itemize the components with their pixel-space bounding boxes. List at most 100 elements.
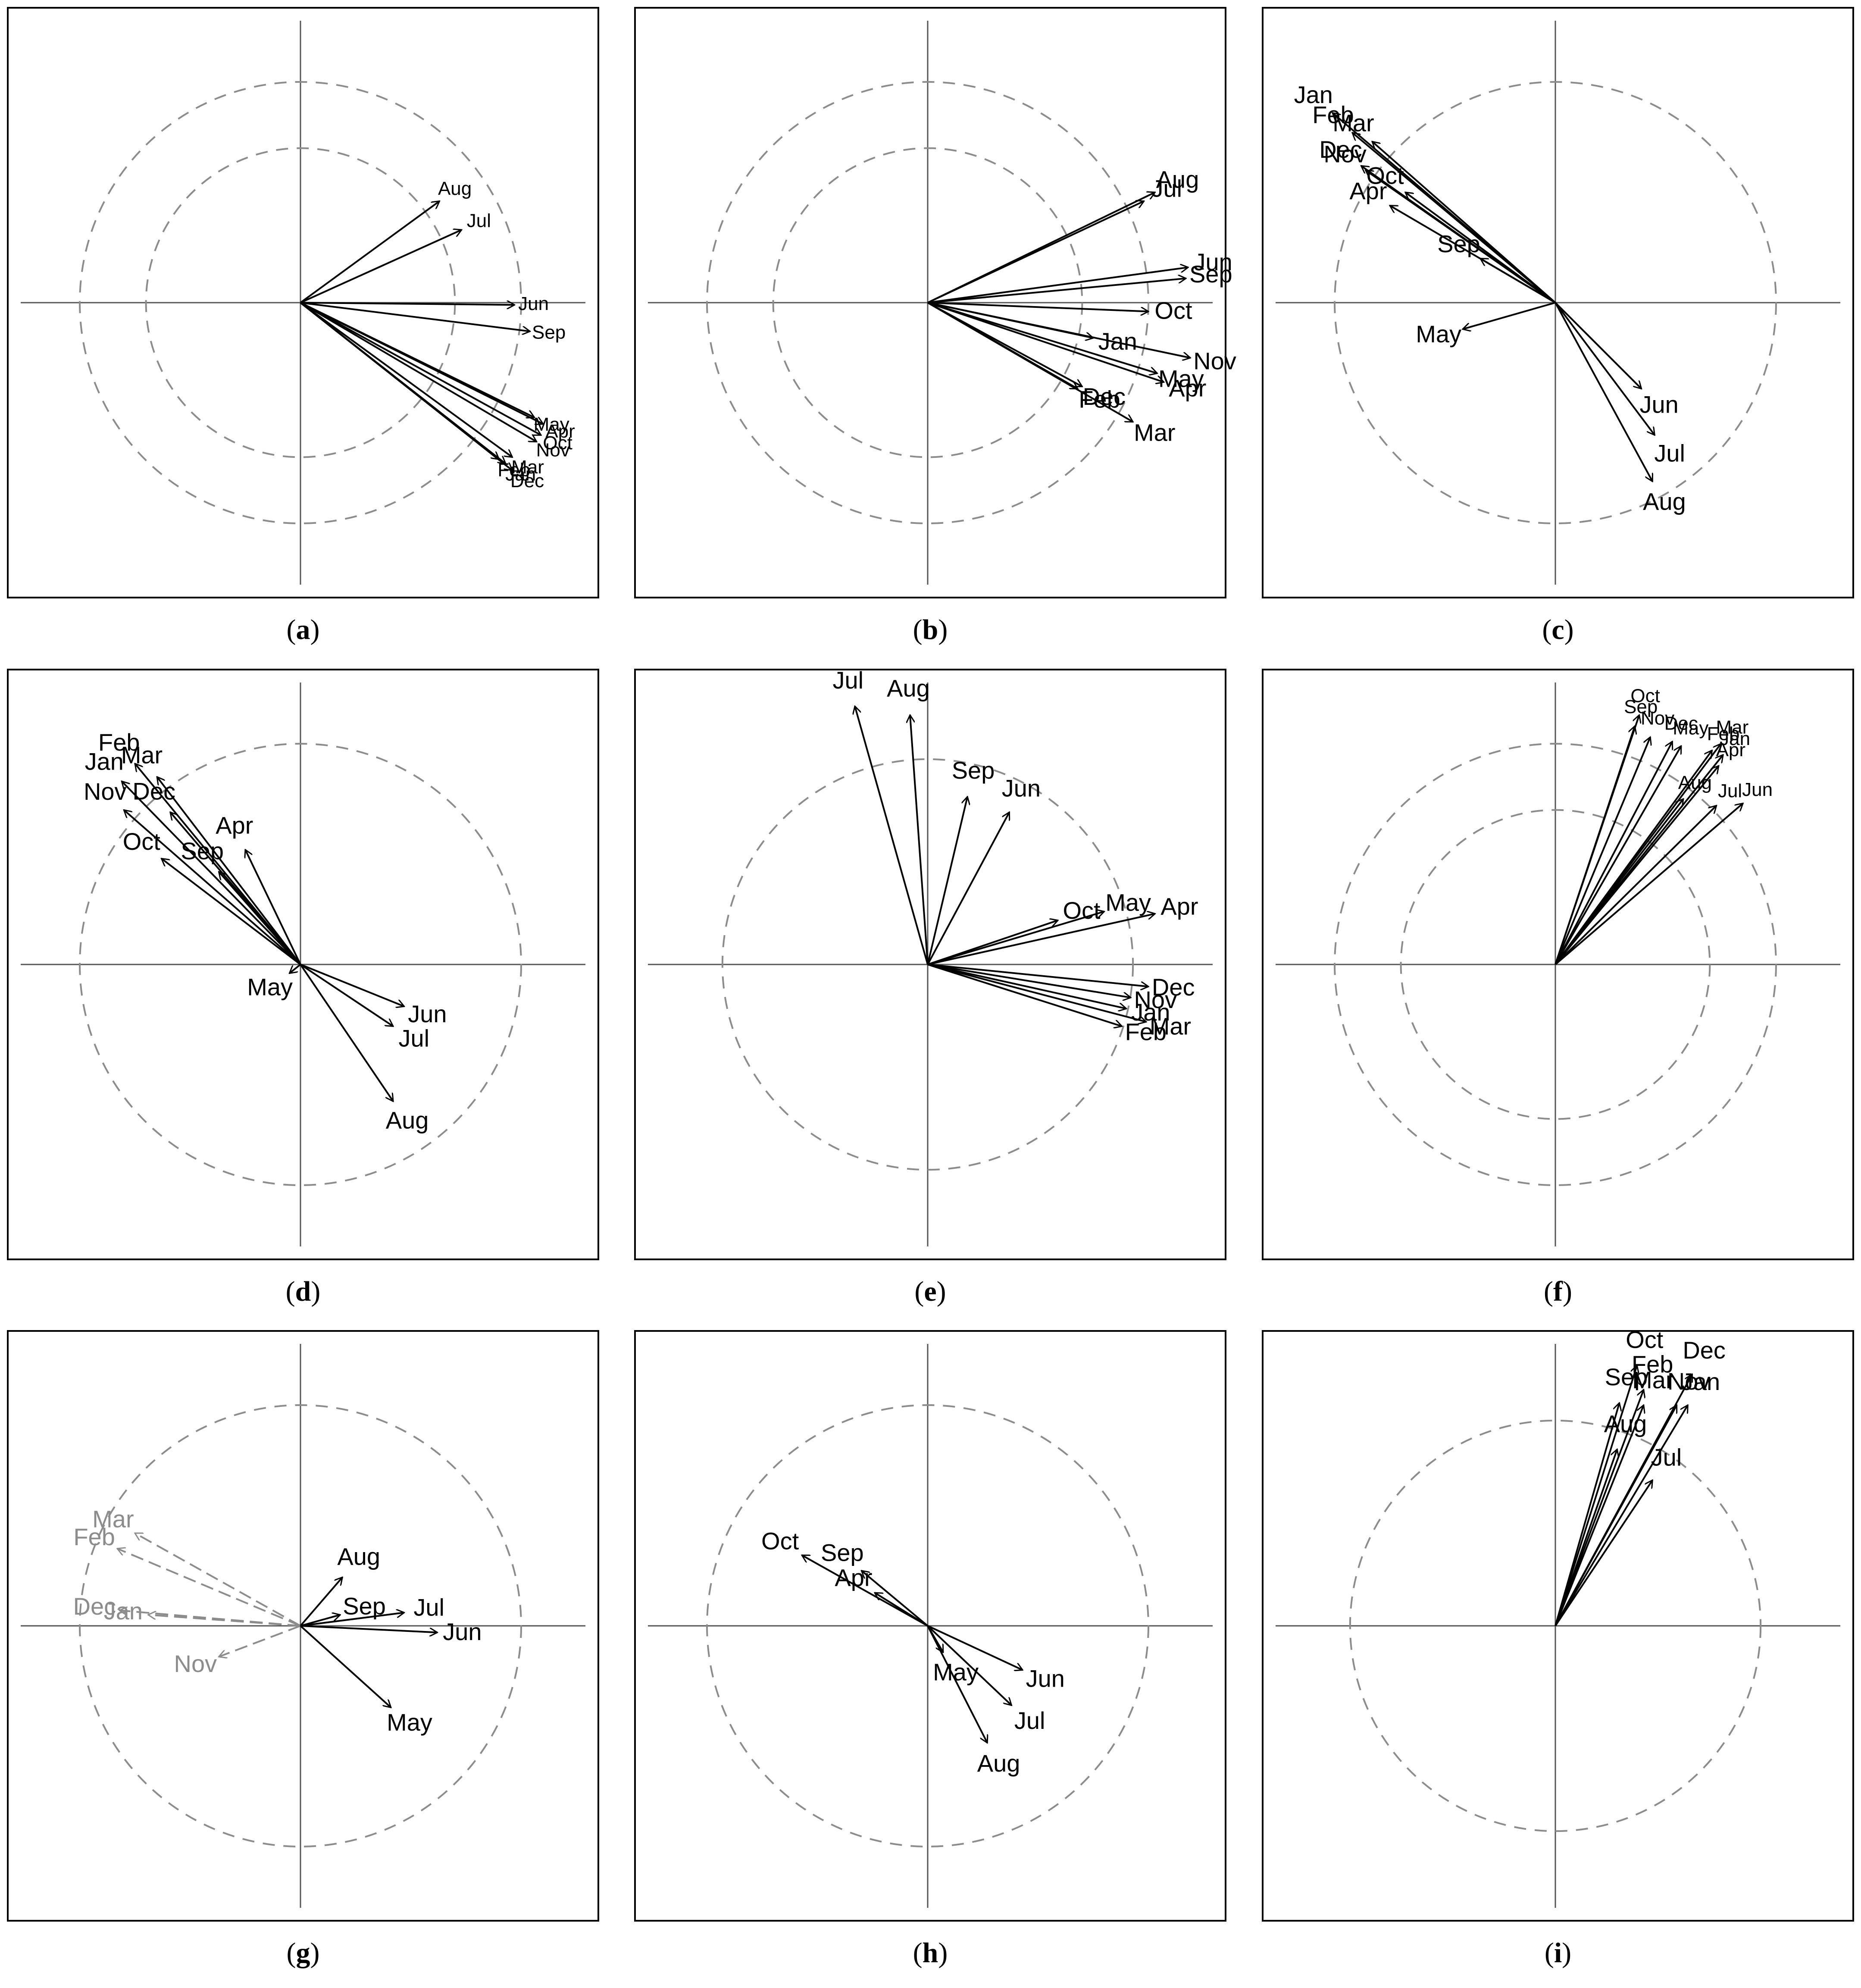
vector-label: Apr <box>835 1564 872 1591</box>
vector-label: Aug <box>386 1106 429 1133</box>
vector-jun <box>1554 302 1642 389</box>
vector-label: Dec <box>1664 713 1698 734</box>
panel-caption: (g) <box>287 1937 320 1969</box>
vector-label: Jul <box>1718 780 1742 801</box>
vector-label: Apr <box>1716 739 1745 761</box>
vector-oct <box>927 302 1148 311</box>
vector-label: Dec <box>510 470 544 492</box>
reference-circle <box>79 1404 522 1847</box>
vector-label: May <box>387 1709 432 1736</box>
vector-label: Jun <box>1002 774 1041 801</box>
vector-label: Mar <box>1716 717 1749 738</box>
vector-label: Nov <box>1193 348 1236 375</box>
vector-dec <box>1554 742 1672 965</box>
vector-label: Feb <box>73 1523 115 1550</box>
vector-label: Apr <box>545 421 575 442</box>
vector-label: Feb <box>1312 101 1354 128</box>
panel-caption: (c) <box>1542 614 1573 645</box>
vector-mar <box>135 1532 301 1627</box>
vector-oct <box>927 920 1058 965</box>
vector-may <box>289 964 301 973</box>
vector-label: Apr <box>1349 177 1387 204</box>
vector-label: Jul <box>1651 1444 1682 1471</box>
vector-label: Dec <box>132 777 175 805</box>
vector-label: Aug <box>1156 166 1199 193</box>
vector-sep <box>927 797 967 965</box>
vector-label: Aug <box>1604 1410 1647 1437</box>
vector-label: Jun <box>1193 248 1232 276</box>
vector-mar <box>1554 1405 1644 1626</box>
vector-label: Nov <box>1667 1368 1711 1395</box>
vector-mar <box>927 302 1133 423</box>
vector-label: Nov <box>1323 140 1367 167</box>
panel-caption: (a) <box>287 614 320 645</box>
vector-label: May <box>1673 718 1708 739</box>
vector-label: Jun <box>1742 779 1773 800</box>
vector-label: Jan <box>1294 81 1333 108</box>
vector-label: Jul <box>399 1024 430 1052</box>
panel-caption: (i) <box>1545 1937 1571 1969</box>
reference-circle <box>79 81 522 524</box>
vector-label: Feb <box>1632 1351 1673 1378</box>
vector-label: Feb <box>1707 723 1740 744</box>
vector-label: Feb <box>1079 385 1120 413</box>
vector-jun <box>300 1625 437 1632</box>
vector-label: Nov <box>84 778 127 805</box>
vector-label: Nov <box>1641 708 1674 729</box>
vector-jul <box>1554 805 1717 965</box>
vector-label: Sep <box>532 322 566 343</box>
vector-oct <box>161 858 301 965</box>
vector-jan <box>122 781 301 965</box>
reference-circle <box>1334 81 1777 524</box>
vector-dec <box>927 964 1148 986</box>
panel-caption: (h) <box>913 1937 948 1969</box>
vector-sep <box>1554 726 1635 965</box>
vector-label: Oct <box>1626 1326 1664 1353</box>
vector-mar <box>927 964 1146 1022</box>
reference-circle <box>772 147 1083 458</box>
vector-label: Mar <box>1632 1366 1673 1393</box>
vector-label: Jan <box>104 1597 143 1625</box>
vector-label: Jan <box>505 464 536 485</box>
vector-label: Jul <box>1151 175 1182 202</box>
vector-label: Sep <box>1189 260 1232 288</box>
vector-nov <box>124 810 301 965</box>
vector-jun <box>300 303 515 305</box>
vector-label: May <box>1416 320 1461 348</box>
vector-sep <box>1480 257 1556 304</box>
vector-jun <box>927 812 1009 965</box>
vector-sep <box>300 1615 340 1627</box>
vector-jul <box>927 201 1144 304</box>
vector-apr <box>927 914 1155 965</box>
vector-aug <box>1554 799 1683 965</box>
vector-label: Apr <box>1160 892 1198 920</box>
vector-label: Apr <box>1169 375 1206 402</box>
reference-circle <box>145 147 456 458</box>
vector-sep <box>927 279 1186 304</box>
vector-label: Nov <box>174 1650 217 1677</box>
vector-sep <box>219 872 301 965</box>
vector-label: Sep <box>1624 696 1658 717</box>
vector-label: Aug <box>887 674 930 701</box>
vector-nov <box>300 302 537 443</box>
vector-label: Sep <box>821 1539 864 1566</box>
vector-label: Oct <box>761 1528 799 1555</box>
vector-may <box>927 911 1104 965</box>
vector-jan <box>927 964 1126 1008</box>
vector-jun <box>927 267 1188 304</box>
vector-label: Jan <box>85 748 124 775</box>
vector-label: Jun <box>518 293 549 314</box>
vector-apr <box>245 850 301 965</box>
vector-apr <box>927 302 1164 382</box>
vector-label: Dec <box>1152 974 1195 1001</box>
vector-jul <box>300 1612 404 1627</box>
vector-nov <box>1554 1405 1678 1626</box>
